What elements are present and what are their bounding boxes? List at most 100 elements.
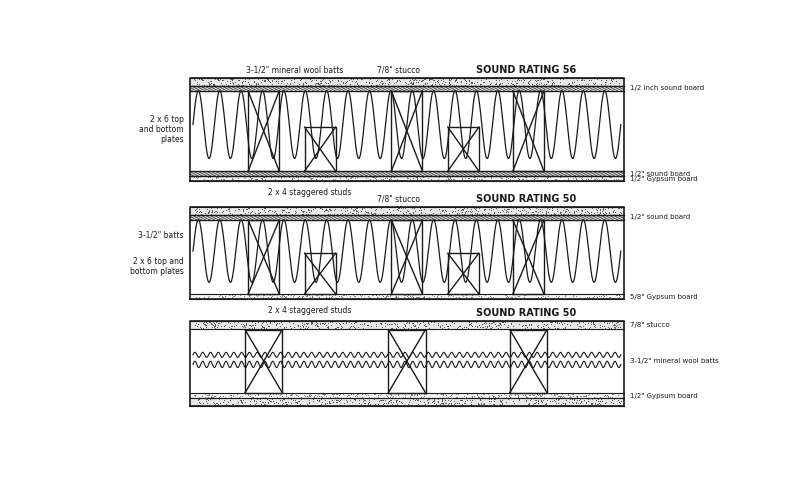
Point bbox=[255, 319, 268, 327]
Point bbox=[275, 396, 288, 404]
Point bbox=[216, 175, 229, 183]
Text: 1/2" sound board: 1/2" sound board bbox=[630, 215, 690, 220]
Point bbox=[301, 392, 314, 400]
Point bbox=[546, 206, 558, 214]
Point bbox=[551, 207, 564, 215]
Point bbox=[596, 206, 609, 214]
Point bbox=[470, 322, 483, 330]
Point bbox=[226, 294, 238, 301]
Point bbox=[465, 319, 478, 327]
Point bbox=[431, 293, 444, 301]
Point bbox=[302, 398, 315, 405]
Point bbox=[590, 294, 603, 301]
Point bbox=[508, 81, 521, 89]
Point bbox=[450, 393, 462, 401]
Point bbox=[580, 175, 593, 182]
Point bbox=[191, 174, 204, 182]
Point bbox=[380, 399, 393, 407]
Point bbox=[223, 204, 236, 212]
Point bbox=[310, 175, 322, 182]
Point bbox=[244, 321, 257, 329]
Point bbox=[398, 211, 410, 218]
Point bbox=[551, 81, 564, 89]
Point bbox=[574, 323, 587, 331]
Point bbox=[288, 291, 301, 299]
Point bbox=[296, 211, 309, 218]
Point bbox=[534, 80, 547, 87]
Point bbox=[377, 400, 390, 408]
Point bbox=[587, 393, 600, 400]
Point bbox=[531, 390, 544, 398]
Point bbox=[363, 401, 376, 409]
Point bbox=[367, 294, 380, 302]
Point bbox=[285, 395, 298, 402]
Point bbox=[459, 79, 472, 87]
Point bbox=[562, 208, 575, 216]
Point bbox=[476, 210, 489, 218]
Point bbox=[562, 79, 575, 87]
Point bbox=[345, 174, 358, 182]
Point bbox=[527, 211, 540, 218]
Point bbox=[545, 80, 558, 88]
Point bbox=[382, 75, 395, 82]
Point bbox=[376, 323, 389, 331]
Point bbox=[364, 175, 377, 183]
Point bbox=[485, 205, 498, 212]
Point bbox=[614, 401, 627, 409]
Point bbox=[209, 321, 222, 329]
Point bbox=[478, 173, 491, 181]
Point bbox=[406, 208, 419, 216]
Point bbox=[499, 292, 512, 299]
Point bbox=[534, 293, 547, 301]
Point bbox=[375, 396, 388, 404]
Point bbox=[366, 79, 378, 87]
Point bbox=[450, 209, 463, 217]
Point bbox=[418, 176, 431, 184]
Point bbox=[442, 291, 455, 299]
Point bbox=[404, 76, 417, 83]
Point bbox=[561, 205, 574, 213]
Point bbox=[319, 206, 332, 214]
Point bbox=[391, 390, 404, 398]
Point bbox=[258, 394, 271, 401]
Point bbox=[238, 173, 250, 181]
Point bbox=[526, 80, 538, 88]
Point bbox=[197, 176, 210, 183]
Point bbox=[507, 294, 520, 302]
Point bbox=[525, 396, 538, 403]
Point bbox=[506, 322, 519, 330]
Point bbox=[274, 173, 287, 181]
Point bbox=[423, 395, 436, 403]
Point bbox=[277, 206, 290, 214]
Point bbox=[258, 206, 270, 214]
Point bbox=[576, 77, 589, 84]
Point bbox=[522, 320, 535, 328]
Point bbox=[574, 210, 586, 218]
Point bbox=[261, 396, 274, 403]
Point bbox=[355, 400, 368, 408]
Point bbox=[350, 209, 362, 217]
Point bbox=[541, 174, 554, 182]
Point bbox=[268, 294, 281, 302]
Point bbox=[478, 205, 491, 213]
Point bbox=[450, 77, 462, 84]
Point bbox=[609, 291, 622, 298]
Point bbox=[252, 80, 265, 88]
Point bbox=[598, 402, 610, 410]
Point bbox=[305, 174, 318, 182]
Point bbox=[380, 294, 393, 301]
Point bbox=[456, 175, 469, 182]
Point bbox=[278, 76, 290, 83]
Point bbox=[582, 208, 595, 216]
Point bbox=[390, 210, 402, 217]
Point bbox=[598, 325, 611, 332]
Point bbox=[392, 205, 405, 212]
Point bbox=[385, 397, 398, 404]
Point bbox=[366, 401, 378, 409]
Point bbox=[338, 176, 350, 184]
Point bbox=[200, 321, 213, 329]
Point bbox=[591, 175, 604, 183]
Point bbox=[233, 205, 246, 212]
Point bbox=[330, 399, 342, 406]
Point bbox=[535, 398, 548, 405]
